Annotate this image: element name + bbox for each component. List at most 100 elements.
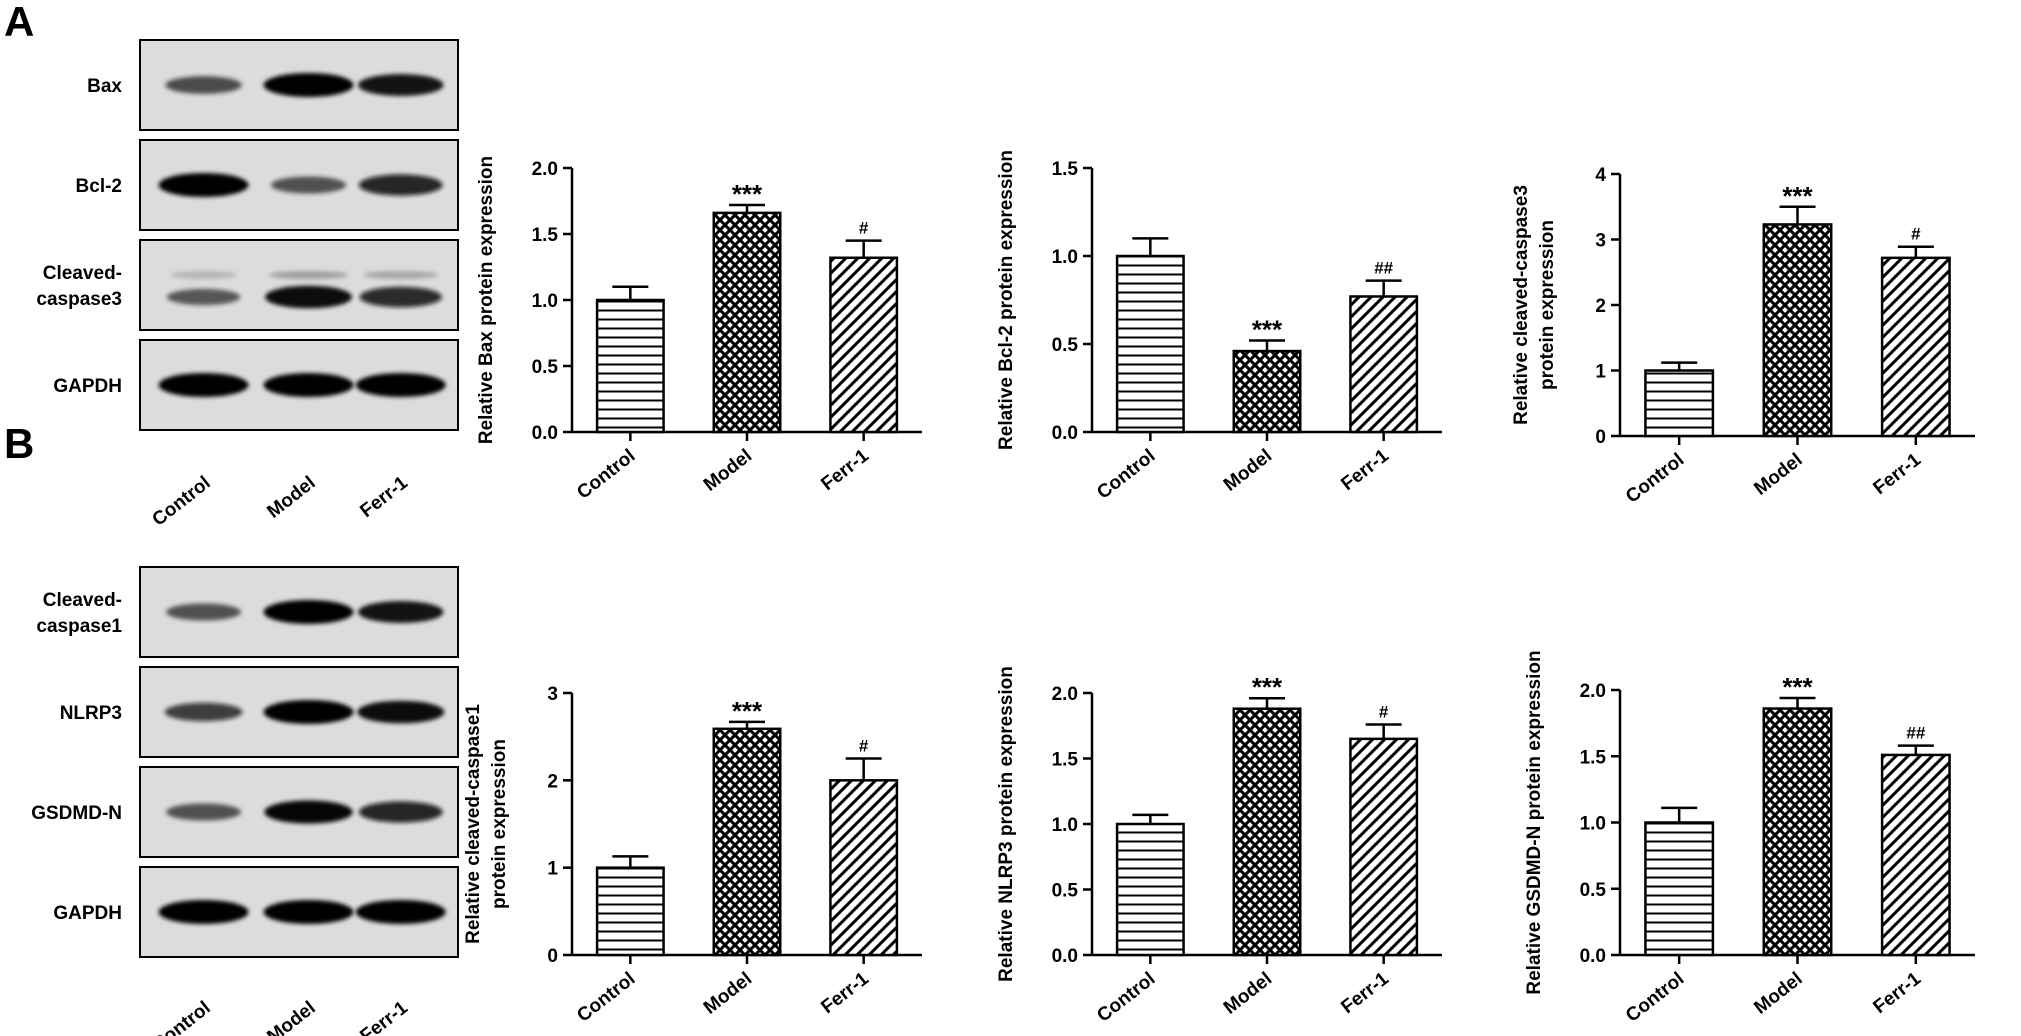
blot-band [166,803,242,821]
x-tick-label: Ferr-1 [1337,968,1393,1018]
bar [1232,349,1302,434]
x-tick-label: Ferr-1 [817,445,873,495]
y-axis-label: Relative GSDMD-N protein expression [1524,650,1545,994]
y-tick-label: 0.5 [532,357,559,378]
bar [595,866,665,957]
panel-letter-a: A [4,0,34,45]
bar [1644,821,1715,957]
bar [1232,707,1302,957]
y-tick-label: 1 [547,859,558,880]
y-axis-label: Relative cleaved-caspase3 [1511,185,1532,425]
x-tick-label: Model [700,968,756,1018]
bar-chart: 0.0 0.5 1.0 1.5 Relative Bcl-2 protein expre… [996,150,1442,504]
y-tick-label: 1.5 [1580,747,1607,768]
bar-chart: 0 1 2 3 4 Relative cleaved-caspase3 protein ex… [1511,165,1975,508]
y-tick-label: 1.5 [1052,750,1079,771]
blot-band [166,603,242,621]
bar [829,256,899,434]
blot-band [263,900,354,924]
blot-band [166,288,241,306]
panel-letter-b: B [4,420,34,467]
y-tick-label: 0.0 [1052,946,1078,967]
blot-row-label: Bcl-2 [76,176,122,197]
y-tick-label: 1.5 [1052,159,1079,180]
significance-mark: # [859,737,869,756]
blot-row-label: GSDMD-N [31,803,122,824]
x-tick-label: Ferr-1 [1870,968,1926,1018]
y-tick-label: 2 [1595,296,1606,317]
y-tick-label: 2 [547,771,558,792]
blot-band [358,601,444,623]
y-axis-label: Relative Bax protein expression [476,156,497,444]
y-axis-label: protein expression [489,739,510,909]
y-tick-label: 0.0 [1052,423,1078,444]
blot-lane-label: Ferr-1 [356,997,412,1036]
y-axis-label: Relative Bcl-2 protein expression [996,150,1017,450]
y-tick-label: 3 [547,684,558,705]
blot-row-label: GAPDH [53,903,122,924]
blot-band [158,373,249,397]
x-tick-label: Model [1750,449,1806,499]
blot-lane-label: Ferr-1 [356,472,412,522]
x-tick-label: Control [1093,968,1159,1026]
bar [1349,737,1419,957]
y-tick-label: 2.0 [1580,681,1606,702]
y-axis-label: Relative NLRP3 protein expression [996,666,1017,982]
blot-band [358,74,444,96]
x-tick-label: Ferr-1 [817,968,873,1018]
x-tick-label: Control [1622,968,1688,1026]
y-tick-label: 0.0 [532,423,558,444]
blot-band-upper [268,271,349,279]
blot-frame [139,239,459,331]
x-tick-label: Model [1220,445,1276,495]
significance-mark: # [859,219,869,238]
blot-row-label: caspase3 [36,289,122,310]
x-tick-label: Ferr-1 [1870,449,1926,499]
x-tick-label: Model [700,445,756,495]
blot-band [355,900,446,924]
chart-group: 0.0 0.5 1.0 1.5 2.0 Relative Bax protein expr… [463,150,1975,1027]
bar [1644,369,1715,438]
blot-lane-label: Model [263,472,319,522]
x-tick-label: Control [573,968,639,1026]
y-tick-label: 0.0 [1580,946,1606,967]
y-tick-label: 4 [1595,165,1606,186]
blot-lane-label: Control [149,997,215,1036]
y-tick-label: 0.5 [1052,881,1079,902]
significance-mark: # [1911,225,1921,244]
significance-mark: *** [732,696,763,726]
blot-band-upper [363,271,439,279]
blot-group: Bax Bcl-2 Cleaved-caspase3 GAPDH Control Mode… [31,39,459,1036]
blot-lane-label: Model [263,997,319,1036]
y-tick-label: 0.5 [1580,880,1607,901]
y-tick-label: 1.5 [532,225,559,246]
x-tick-label: Model [1220,968,1276,1018]
significance-mark: *** [1782,672,1813,702]
x-tick-label: Control [1622,449,1688,507]
blot-row-label: GAPDH [53,376,122,397]
blot-band [358,801,443,823]
significance-mark: *** [1252,314,1283,344]
blot-band [263,700,354,724]
bar [712,211,782,434]
blot-band [357,700,445,724]
y-tick-label: 1.0 [1052,247,1078,268]
blot-band [355,373,446,397]
bar-chart: 0.0 0.5 1.0 1.5 2.0 Relative NLRP3 protein ex… [996,666,1442,1027]
y-tick-label: 1.0 [1580,814,1606,835]
bar [1349,295,1419,434]
bar [712,727,782,957]
y-tick-label: 2.0 [1052,684,1078,705]
x-tick-label: Model [1750,968,1806,1018]
bar [1115,254,1185,434]
y-tick-label: 2.0 [532,159,558,180]
bar [1115,822,1185,957]
blot-band [263,600,354,624]
significance-mark: # [1379,702,1389,721]
x-tick-label: Ferr-1 [1337,445,1393,495]
blot-row-label: caspase1 [36,616,122,637]
blot-band [271,176,347,194]
blot-row-label: Cleaved- [43,263,122,284]
blot-band [158,173,249,197]
blot-band [358,174,443,196]
